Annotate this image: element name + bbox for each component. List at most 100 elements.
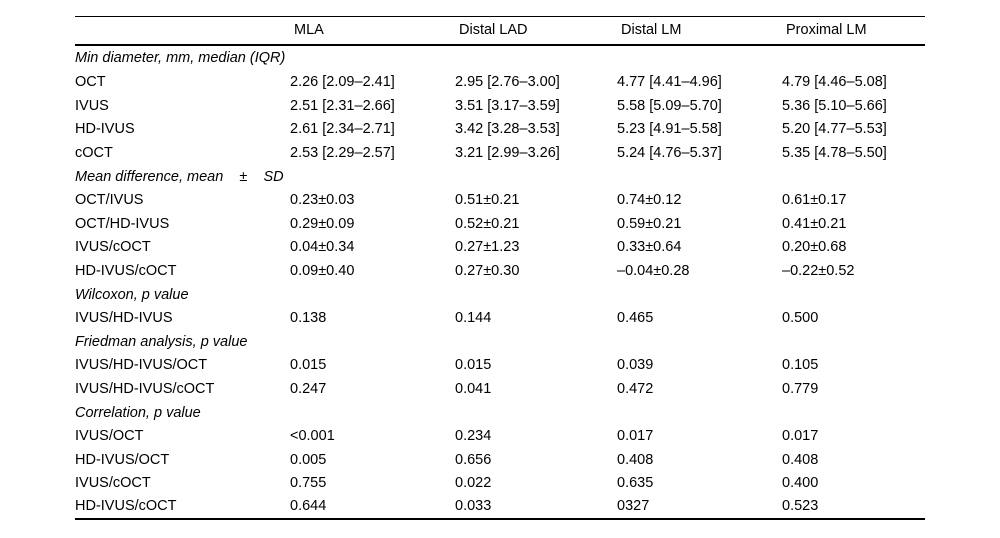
section-header-row: Wilcoxon, p value	[75, 283, 925, 307]
section-header-row: Mean difference, mean ± SD	[75, 165, 925, 189]
table-row: IVUS 2.51 [2.31–2.66] 3.51 [3.17–3.59] 5.58…	[75, 94, 925, 118]
table-row: OCT 2.26 [2.09–2.41] 2.95 [2.76–3.00] 4.77 …	[75, 71, 925, 95]
section-header: Mean difference, mean ± SD	[75, 168, 284, 185]
row-label: IVUS/cOCT	[75, 239, 151, 256]
cell-value: 0.20±0.68	[782, 239, 847, 256]
cell-value: 0.408	[782, 451, 819, 468]
cell-value: 5.24 [4.76–5.37]	[617, 145, 722, 162]
row-label: OCT/IVUS	[75, 192, 144, 209]
cell-value: 0.041	[455, 381, 492, 398]
table-row: HD-IVUS/OCT 0.005 0.656 0.408 0.408	[75, 448, 925, 472]
row-label: IVUS/HD-IVUS/OCT	[75, 357, 208, 374]
cell-value: 0.04±0.34	[290, 239, 355, 256]
cell-value: 0.015	[455, 357, 492, 374]
row-label: HD-IVUS	[75, 121, 135, 138]
cell-value: 0.755	[290, 475, 327, 492]
cell-value: 0.23±0.03	[290, 192, 355, 209]
row-label: cOCT	[75, 145, 113, 162]
cell-value: 4.77 [4.41–4.96]	[617, 74, 722, 91]
section-header-row: Correlation, p value	[75, 401, 925, 425]
cell-value: 0.41±0.21	[782, 215, 847, 232]
column-header-proximal-lm: Proximal LM	[786, 22, 867, 39]
table-row: OCT/IVUS 0.23±0.03 0.51±0.21 0.74±0.12 0.61±…	[75, 188, 925, 212]
row-label: HD-IVUS/OCT	[75, 451, 170, 468]
cell-value: 0.472	[617, 381, 654, 398]
cell-value: 0.33±0.64	[617, 239, 682, 256]
cell-value: 3.51 [3.17–3.59]	[455, 97, 560, 114]
cell-value: –0.22±0.52	[782, 263, 855, 280]
cell-value: 0.523	[782, 498, 819, 515]
table-header-row: MLA Distal LAD Distal LM Proximal LM	[75, 17, 925, 45]
column-header-empty	[75, 17, 290, 45]
column-header-distal-lm: Distal LM	[621, 22, 682, 39]
cell-value: 0.105	[782, 357, 819, 374]
cell-value: 0.400	[782, 475, 819, 492]
cell-value: 2.51 [2.31–2.66]	[290, 97, 395, 114]
row-label: IVUS/cOCT	[75, 475, 151, 492]
row-label: IVUS/HD-IVUS	[75, 310, 173, 327]
section-header-row: Min diameter, mm, median (IQR)	[75, 45, 925, 71]
table-row: IVUS/OCT <0.001 0.234 0.017 0.017	[75, 424, 925, 448]
cell-value: 0.29±0.09	[290, 215, 355, 232]
cell-value: 4.79 [4.46–5.08]	[782, 74, 887, 91]
cell-value: 0.500	[782, 310, 819, 327]
row-label: OCT	[75, 74, 106, 91]
table-row: cOCT 2.53 [2.29–2.57] 3.21 [2.99–3.26] 5.24…	[75, 141, 925, 165]
row-label: HD-IVUS/cOCT	[75, 263, 177, 280]
cell-value: 0.247	[290, 381, 327, 398]
cell-value: 0.234	[455, 428, 492, 445]
cell-value: 0.52±0.21	[455, 215, 520, 232]
cell-value: 5.20 [4.77–5.53]	[782, 121, 887, 138]
cell-value: 5.35 [4.78–5.50]	[782, 145, 887, 162]
section-header: Wilcoxon, p value	[75, 286, 189, 303]
cell-value: 0.51±0.21	[455, 192, 520, 209]
column-header-mla: MLA	[294, 22, 324, 39]
cell-value: 0.022	[455, 475, 492, 492]
cell-value: 3.21 [2.99–3.26]	[455, 145, 560, 162]
cell-value: 0.144	[455, 310, 492, 327]
table-row: IVUS/HD-IVUS/cOCT 0.247 0.041 0.472 0.779	[75, 377, 925, 401]
section-header: Min diameter, mm, median (IQR)	[75, 50, 286, 66]
cell-value: 0.138	[290, 310, 327, 327]
cell-value: 0.465	[617, 310, 654, 327]
table-row: HD-IVUS 2.61 [2.34–2.71] 3.42 [3.28–3.53] 5…	[75, 118, 925, 142]
cell-value: 0327	[617, 498, 650, 515]
table-row: IVUS/HD-IVUS/OCT 0.015 0.015 0.039 0.105	[75, 354, 925, 378]
cell-value: <0.001	[290, 428, 335, 445]
row-label: OCT/HD-IVUS	[75, 215, 170, 232]
cell-value: 0.408	[617, 451, 654, 468]
row-label: IVUS/OCT	[75, 428, 144, 445]
section-header: Friedman analysis, p value	[75, 333, 248, 350]
cell-value: 0.74±0.12	[617, 192, 682, 209]
cell-value: 0.017	[617, 428, 654, 445]
column-header-distal-lad: Distal LAD	[459, 22, 528, 39]
cell-value: 0.644	[290, 498, 327, 515]
row-label: HD-IVUS/cOCT	[75, 498, 177, 515]
table-row: IVUS/HD-IVUS 0.138 0.144 0.465 0.500	[75, 306, 925, 330]
cell-value: 5.23 [4.91–5.58]	[617, 121, 722, 138]
section-header-row: Friedman analysis, p value	[75, 330, 925, 354]
cell-value: 2.26 [2.09–2.41]	[290, 74, 395, 91]
cell-value: 0.27±0.30	[455, 263, 520, 280]
cell-value: 2.95 [2.76–3.00]	[455, 74, 560, 91]
table-row: HD-IVUS/cOCT 0.644 0.033 0327 0.523	[75, 495, 925, 519]
cell-value: 0.779	[782, 381, 819, 398]
cell-value: 0.033	[455, 498, 492, 515]
cell-value: 0.656	[455, 451, 492, 468]
cell-value: 0.27±1.23	[455, 239, 520, 256]
table-row: HD-IVUS/cOCT 0.09±0.40 0.27±0.30 –0.04±0.28…	[75, 259, 925, 283]
cell-value: 0.017	[782, 428, 819, 445]
cell-value: 0.635	[617, 475, 654, 492]
cell-value: 0.61±0.17	[782, 192, 847, 209]
cell-value: 0.015	[290, 357, 327, 374]
cell-value: 5.36 [5.10–5.66]	[782, 97, 887, 114]
cell-value: 2.61 [2.34–2.71]	[290, 121, 395, 138]
table-row: IVUS/cOCT 0.04±0.34 0.27±1.23 0.33±0.64 0.20…	[75, 236, 925, 260]
cell-value: 3.42 [3.28–3.53]	[455, 121, 560, 138]
row-label: IVUS	[75, 97, 109, 114]
section-header: Correlation, p value	[75, 404, 201, 421]
cell-value: 2.53 [2.29–2.57]	[290, 145, 395, 162]
row-label: IVUS/HD-IVUS/cOCT	[75, 381, 215, 398]
cell-value: 0.59±0.21	[617, 215, 682, 232]
